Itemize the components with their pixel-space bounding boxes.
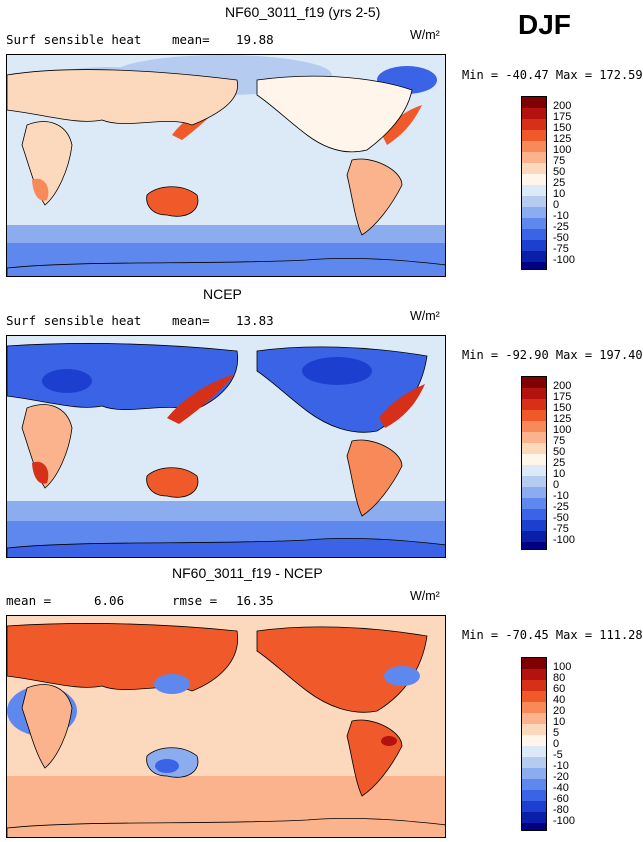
panel1-cbar-tick: 10 (553, 188, 566, 200)
panel1-cbar-tick: -50 (553, 232, 569, 244)
panel3-cbar-tick: 5 (553, 727, 560, 739)
panel2-minmax: Min = -92.90 Max = 197.40 (462, 348, 643, 362)
panel2-cbar-tick: -25 (553, 501, 569, 513)
panel2-cbar-tick: 0 (553, 479, 560, 491)
panel2-cbar-tick: 100 (553, 424, 572, 436)
panel2-colorbar (521, 376, 547, 550)
panel3-mean-label: mean = (6, 593, 52, 608)
panel1-field-label: Surf sensible heat (6, 32, 142, 47)
panel2-cbar-tick: -50 (553, 512, 569, 524)
panel3-cbar-tick: -100 (553, 815, 576, 827)
panel1-cbar-tick: 200 (553, 100, 572, 112)
panel3-rmse-value: 16.35 (236, 593, 274, 608)
panel1-cbar-tick: -100 (553, 254, 576, 266)
panel3-cbar-tick: 60 (553, 683, 566, 695)
panel3-map (6, 615, 446, 838)
panel2-cbar-tick: -75 (553, 523, 569, 535)
panel3-cbar-tick: 80 (553, 672, 566, 684)
panel2-map (6, 335, 446, 558)
panel1-cbar-tick: 175 (553, 111, 572, 123)
panel3-minmax: Min = -70.45 Max = 111.28 (462, 628, 643, 642)
panel2-cbar-tick: 50 (553, 446, 566, 458)
panel3-cbar-tick: 0 (553, 738, 560, 750)
panel3-cbar-tick: -10 (553, 760, 569, 772)
panel1-cbar-tick: -25 (553, 221, 569, 233)
panel3-cbar-tick: -60 (553, 793, 569, 805)
panel2-cbar-tick: 25 (553, 457, 566, 469)
panel1-mean-value: 19.88 (236, 32, 274, 47)
panel3-cbar-tick: -5 (553, 749, 563, 761)
panel3-rmse-label: rmse = (172, 593, 218, 608)
panel1-title: NF60_3011_f19 (yrs 2-5) (225, 4, 381, 20)
panel2-title: NCEP (203, 286, 242, 302)
panel2-mean-label: mean= (172, 313, 210, 328)
panel2-cbar-tick: -10 (553, 490, 569, 502)
panel1-unit: W/m² (410, 28, 440, 42)
panel3-cbar-tick: -20 (553, 771, 569, 783)
panel1-cbar-tick: 125 (553, 133, 572, 145)
panel2-cbar-tick: 200 (553, 380, 572, 392)
panel3-unit: W/m² (410, 589, 440, 603)
panel2-cbar-tick: 150 (553, 402, 572, 414)
panel3-cbar-tick: 100 (553, 661, 572, 673)
panel3-cbar-tick: 40 (553, 694, 566, 706)
panel3-title: NF60_3011_f19 - NCEP (172, 565, 323, 581)
panel3-cbar-tick: -80 (553, 804, 569, 816)
panel3-cbar-tick: 10 (553, 716, 566, 728)
panel2-cbar-tick: 10 (553, 468, 566, 480)
panel2-cbar-tick: 175 (553, 391, 572, 403)
panel1-minmax: Min = -40.47 Max = 172.59 (462, 68, 643, 82)
panel2-unit: W/m² (410, 309, 440, 323)
panel1-cbar-tick: 25 (553, 177, 566, 189)
panel2-field-label: Surf sensible heat (6, 313, 142, 328)
panel1-cbar-tick: 150 (553, 122, 572, 134)
panel1-cbar-tick: -75 (553, 243, 569, 255)
panel2-mean-value: 13.83 (236, 313, 274, 328)
panel3-mean-value: 6.06 (94, 593, 125, 608)
panel1-cbar-tick: 50 (553, 166, 566, 178)
panel3-colorbar (521, 657, 547, 831)
panel3-cbar-tick: 20 (553, 705, 566, 717)
panel1-cbar-tick: 75 (553, 155, 566, 167)
panel1-cbar-tick: 0 (553, 199, 560, 211)
panel1-cbar-tick: -10 (553, 210, 569, 222)
panel1-mean-label: mean= (172, 32, 210, 47)
panel1-colorbar (521, 96, 547, 270)
panel2-cbar-tick: -100 (553, 534, 576, 546)
panel2-cbar-tick: 125 (553, 413, 572, 425)
panel1-cbar-tick: 100 (553, 144, 572, 156)
season-label: DJF (518, 9, 571, 40)
panel3-cbar-tick: -40 (553, 782, 569, 794)
panel1-map (6, 54, 446, 277)
panel2-cbar-tick: 75 (553, 435, 566, 447)
